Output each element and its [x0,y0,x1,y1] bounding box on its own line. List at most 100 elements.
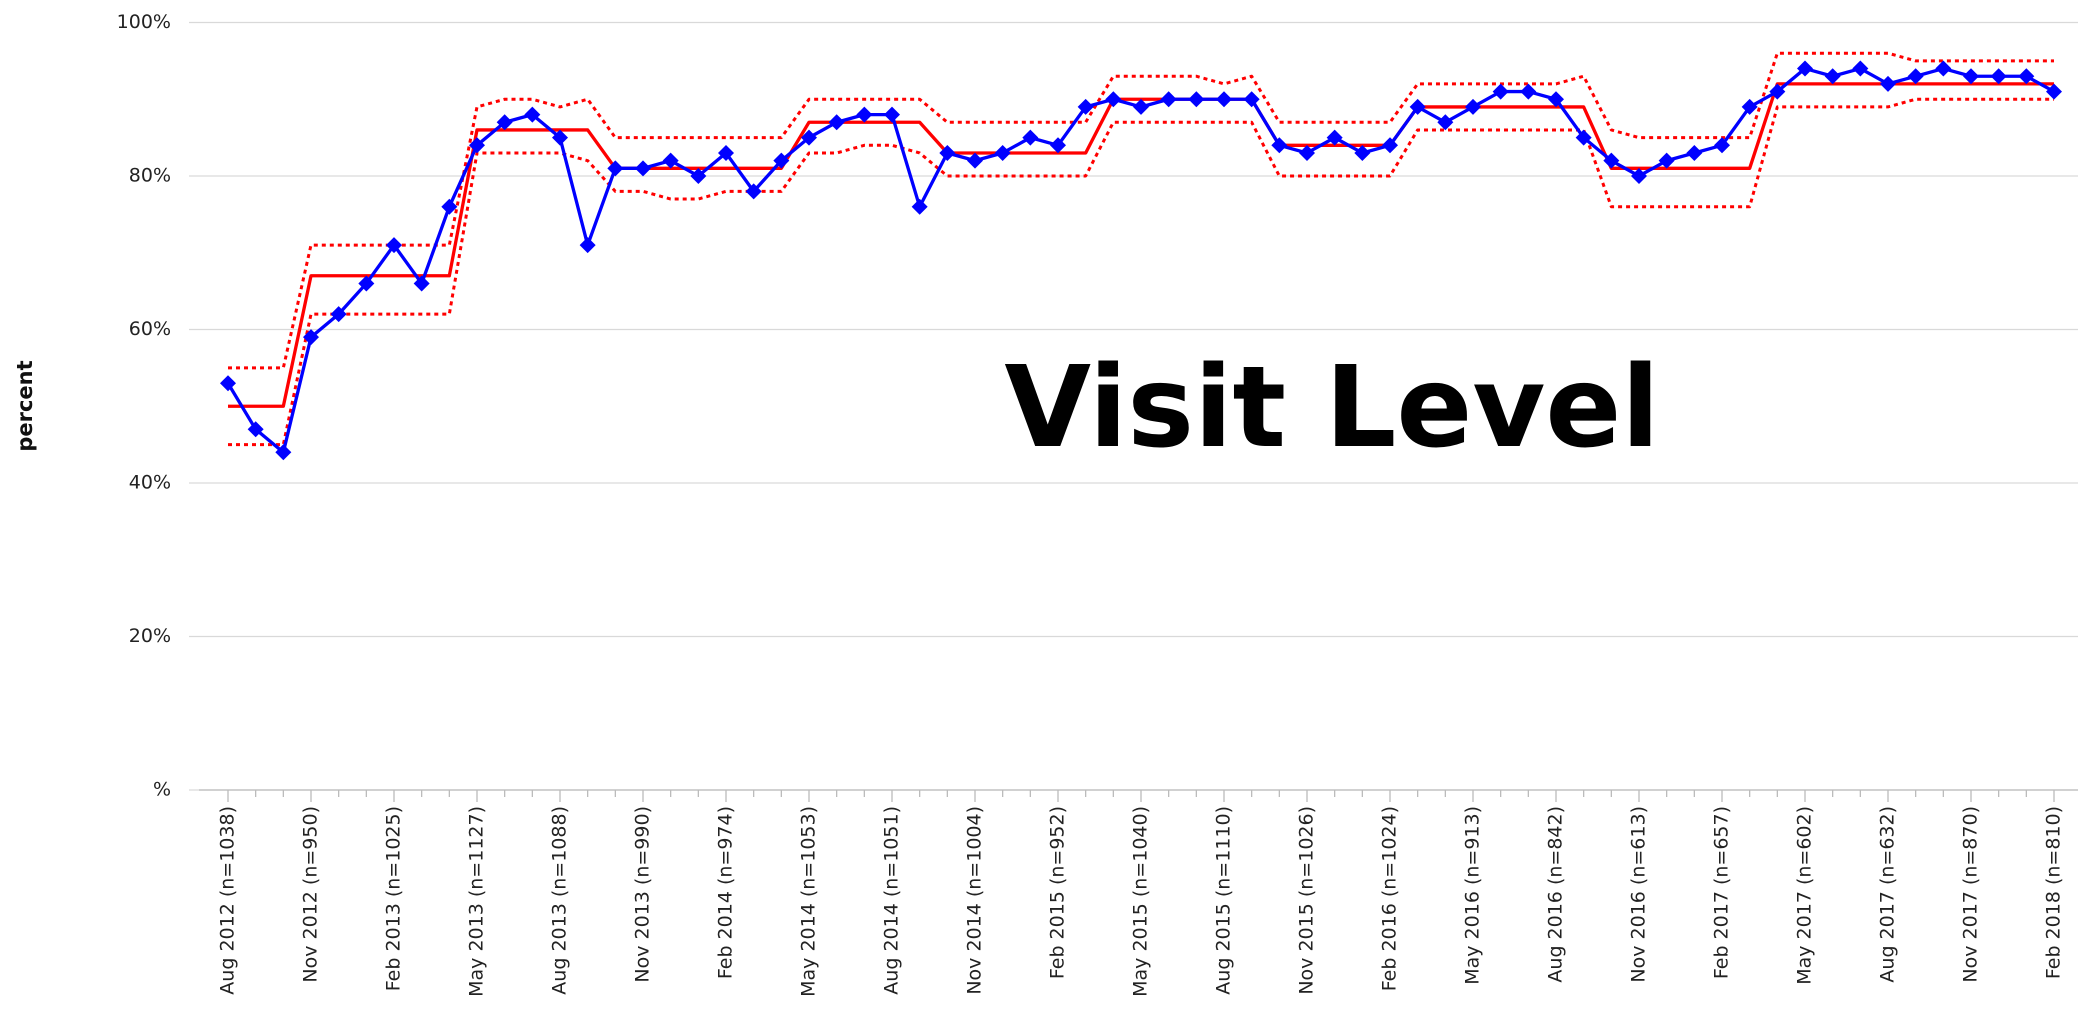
x-tick-label: Feb 2018 (n=810) [2043,806,2065,979]
marker [2046,83,2062,100]
x-tick-label: Aug 2013 (n=1088) [549,806,571,995]
marker [1465,98,1481,115]
marker [358,275,375,292]
control-limit [228,97,2054,447]
x-tick-label: May 2013 (n=1127) [466,806,488,997]
annotation: Visit Level [1004,343,1659,473]
marker [1631,168,1647,184]
marker [994,144,1011,161]
marker [1769,83,1786,100]
x-tick-label: Nov 2015 (n=1026) [1296,806,1318,995]
marker [579,237,596,254]
x-tick-label: Aug 2016 (n=842) [1545,806,1567,983]
marker [1022,129,1039,146]
x-tick-label: Nov 2013 (n=990) [632,806,654,983]
marker [1603,152,1620,169]
marker [1548,91,1564,108]
marker [1907,68,1924,85]
marker [1271,137,1288,154]
marker [1824,68,1841,85]
marker [1382,137,1398,154]
y-tick-label: 20% [129,625,171,647]
x-tick-label: Aug 2015 (n=1110) [1213,806,1235,995]
y-tick-label: 60% [129,318,171,340]
marker [275,444,292,461]
marker [1686,144,1703,161]
y-axis-label: percent [13,360,37,451]
marker [745,183,762,200]
x-tick-label: Feb 2015 (n=952) [1047,806,1069,979]
marker [1326,129,1343,146]
x-tick-label: Aug 2014 (n=1051) [881,806,903,995]
marker [496,114,513,131]
marker [413,275,430,292]
x-tick-label: Nov 2017 (n=870) [1960,806,1982,983]
marker [1658,152,1675,169]
y-tick-label: 100% [117,11,171,33]
x-tick-label: May 2014 (n=1053) [798,806,820,997]
marker [1188,91,1205,108]
marker [635,160,651,177]
marker [1160,91,1177,108]
marker [690,168,707,184]
marker [1852,60,1869,77]
x-tick-label: Feb 2017 (n=657) [1711,806,1733,979]
marker [1105,91,1122,108]
marker [828,114,845,131]
marker [441,198,458,215]
marker [1963,68,1979,85]
marker [884,106,900,123]
marker [607,160,624,177]
marker [801,129,817,146]
x-tick-label: May 2015 (n=1040) [1130,806,1152,997]
marker [247,421,264,438]
marker [911,198,928,215]
x-tick-label: May 2017 (n=602) [1794,806,1816,985]
y-tick-label: % [153,779,171,801]
marker [1050,137,1066,154]
marker [1714,137,1730,154]
x-tick-label: May 2016 (n=913) [1462,806,1484,985]
marker [1077,98,1094,115]
marker [1741,98,1758,115]
marker [1990,68,2007,85]
marker [1797,60,1813,77]
marker [1409,98,1426,115]
marker [1243,91,1260,108]
marker [1299,144,1315,161]
marker [662,152,679,169]
marker [967,152,983,169]
marker [773,152,790,169]
marker [856,106,873,123]
x-tick-label: Nov 2016 (n=613) [1628,806,1650,983]
x-tick-label: Feb 2013 (n=1025) [383,806,405,991]
x-tick-label: Nov 2012 (n=950) [300,806,322,983]
marker [524,106,541,123]
marker [1492,83,1509,100]
marker [220,375,236,392]
marker [330,306,347,323]
marker [1880,75,1896,92]
x-tick-label: Feb 2014 (n=974) [715,806,737,979]
marker [469,137,485,154]
y-tick-label: 40% [129,472,171,494]
x-tick-label: Nov 2014 (n=1004) [964,806,986,995]
x-tick-label: Feb 2016 (n=1024) [1379,806,1401,991]
marker [386,237,402,254]
marker [1575,129,1592,146]
marker [552,129,568,146]
marker [1354,144,1371,161]
x-tick-label: Aug 2012 (n=1038) [217,806,239,995]
marker [718,144,734,161]
control-limit [228,51,2054,370]
marker [1216,91,1232,108]
marker [1437,114,1454,131]
marker [1520,83,1537,100]
marker [1133,98,1149,115]
marker [303,329,319,346]
marker [1935,60,1952,77]
x-tick-label: Aug 2017 (n=632) [1877,806,1899,983]
marker [939,144,956,161]
